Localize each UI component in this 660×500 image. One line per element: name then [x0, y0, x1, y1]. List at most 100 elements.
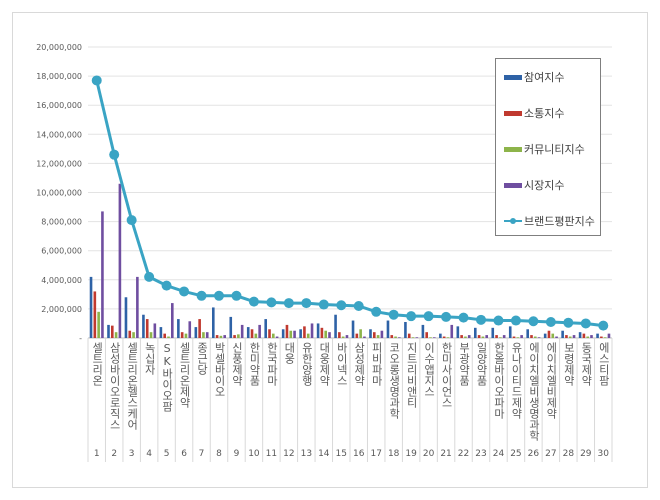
bar-시장지수 [380, 330, 384, 338]
category-label: 코오롱생명과학 [387, 342, 401, 419]
bar-커뮤니티지수 [499, 337, 502, 338]
x-rank-label: 30 [598, 449, 610, 459]
line-point [353, 300, 364, 311]
line-point [406, 311, 417, 322]
bar-시장지수 [520, 335, 523, 338]
bar-커뮤니티지수 [184, 333, 188, 338]
category-label: 삼성제약 [352, 342, 366, 386]
bar-참여지수 [474, 327, 477, 338]
bar-참여지수 [351, 320, 355, 338]
bar-소통지수 [582, 333, 586, 338]
bar-커뮤니티지수 [551, 333, 555, 338]
line-point [283, 298, 294, 309]
legend-swatch-icon [504, 146, 522, 152]
bar-시장지수 [450, 324, 454, 338]
bar-참여지수 [124, 297, 128, 338]
line-point [301, 298, 312, 309]
x-rank-label: 23 [475, 449, 486, 459]
bar-시장지수 [398, 337, 401, 338]
line-point [179, 286, 190, 297]
bar-참여지수 [526, 329, 529, 338]
line-point [231, 290, 242, 301]
bar-소통지수 [390, 335, 394, 338]
bar-소통지수 [338, 332, 341, 338]
category-label: 일양약품 [475, 342, 488, 386]
category-label: 피비파마 [370, 342, 384, 386]
category-label: 보령제약 [562, 342, 576, 386]
bar-소통지수 [442, 336, 446, 338]
y-tick-label: 8,000,000 [41, 218, 82, 227]
bar-커뮤니티지수 [167, 336, 170, 338]
category-label: SK바이오팜 [160, 342, 174, 412]
legend-label: 브랜드평판지수 [524, 215, 595, 228]
y-tick-label: 16,000,000 [36, 101, 82, 110]
x-rank-label: 21 [440, 449, 451, 459]
legend-item: 소통지수 [504, 105, 564, 121]
bar-소통지수 [565, 335, 568, 338]
bar-소통지수 [111, 325, 114, 338]
bar-커뮤니티지수 [97, 311, 100, 338]
bar-참여지수 [561, 330, 564, 338]
bar-소통지수 [303, 326, 306, 338]
bar-시장지수 [415, 337, 419, 338]
line-point [476, 314, 486, 325]
bar-시장지수 [485, 335, 488, 338]
bar-소통지수 [512, 336, 516, 338]
bar-커뮤니티지수 [586, 336, 589, 338]
bar-시장지수 [240, 324, 244, 338]
bar-커뮤니티지수 [289, 330, 293, 338]
y-tick-label: 14,000,000 [36, 130, 82, 139]
bar-참여지수 [421, 324, 425, 338]
bar-커뮤니티지수 [534, 336, 537, 338]
bar-참여지수 [299, 329, 302, 338]
bar-시장지수 [310, 323, 314, 338]
bar-참여지수 [212, 307, 215, 338]
legend-item: 참여지수 [504, 69, 564, 85]
category-label: 대웅 [282, 342, 296, 364]
x-rank-label: 22 [458, 449, 469, 459]
bar-커뮤니티지수 [237, 334, 240, 338]
bar-소통지수 [233, 335, 236, 338]
bar-소통지수 [460, 335, 463, 338]
bar-커뮤니티지수 [202, 332, 205, 338]
x-rank-label: 19 [405, 449, 417, 459]
bar-참여지수 [456, 326, 460, 338]
legend-label: 참여지수 [524, 71, 565, 84]
x-rank-label: 1 [94, 449, 100, 459]
bar-커뮤니티지수 [568, 336, 572, 338]
bar-소통지수 [425, 332, 428, 338]
category-label: 셀트리온헬스케어 [125, 342, 139, 430]
y-tick-label: 6,000,000 [41, 247, 82, 256]
category-label: 녹십자 [143, 342, 157, 375]
line-point [214, 290, 224, 301]
legend-label: 소통지수 [524, 107, 565, 120]
line-point [493, 315, 504, 326]
bar-커뮤니티지수 [114, 332, 118, 338]
category-label: 한미사이언스 [440, 342, 454, 408]
bar-커뮤니티지수 [341, 336, 345, 338]
line-point [545, 316, 556, 327]
x-rank-label: 15 [336, 449, 347, 459]
bar-소통지수 [145, 319, 149, 338]
bar-커뮤니티지수 [394, 336, 397, 338]
bar-시장지수 [433, 337, 436, 338]
bar-커뮤니티지수 [132, 332, 135, 338]
bar-커뮤니티지수 [359, 329, 362, 338]
x-rank-label: 16 [353, 449, 365, 459]
bar-시장지수 [363, 336, 366, 338]
bar-참여지수 [194, 327, 198, 338]
category-label: 한올바이오파마 [492, 342, 506, 419]
bar-커뮤니티지수 [272, 333, 275, 338]
bar-시장지수 [345, 335, 349, 338]
bar-참여지수 [439, 333, 442, 338]
bar-시장지수 [101, 211, 104, 338]
x-rank-label: 3 [129, 449, 135, 459]
y-tick-label: 20,000,000 [36, 43, 82, 52]
bar-시장지수 [293, 330, 296, 338]
line-point [528, 316, 539, 327]
bar-참여지수 [491, 327, 495, 338]
bar-참여지수 [578, 332, 582, 338]
bar-소통지수 [128, 330, 132, 338]
bar-시장지수 [171, 303, 174, 338]
